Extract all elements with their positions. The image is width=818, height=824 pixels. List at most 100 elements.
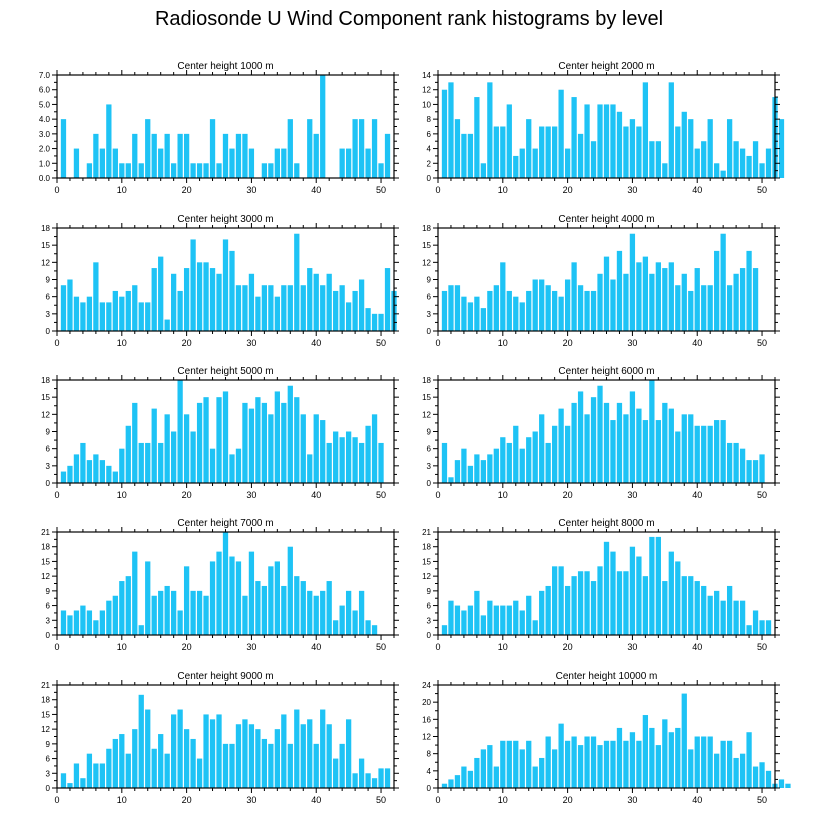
bar [209,119,216,178]
bar [526,119,532,178]
x-tick-label: 20 [182,490,192,500]
bar [248,148,255,178]
bar [461,610,467,635]
bar [196,262,203,331]
bar [132,133,138,178]
bar [229,556,235,635]
bar [281,714,287,788]
x-tick-label: 20 [563,795,573,805]
x-tick-label: 50 [757,338,767,348]
y-tick-label: 6 [427,130,432,139]
bar [707,285,713,331]
bar [384,133,391,178]
bar [636,408,642,483]
bar [629,233,636,331]
bar [119,581,125,635]
bar [320,75,326,178]
bar [216,163,222,178]
bar [352,437,358,483]
bar [222,532,229,635]
panel-title: Center height 1000 m [177,61,273,72]
bar [629,391,636,483]
bar [352,773,358,788]
bar [300,581,306,635]
bar [229,743,235,788]
bar [307,454,313,483]
panel-title: Center height 4000 m [558,214,654,225]
bar [138,694,144,788]
x-tick-label: 50 [757,185,767,195]
bar [261,585,268,635]
bar [106,600,112,635]
bar [307,719,313,788]
bar [138,163,144,178]
bar [281,148,287,178]
y-tick-label: 3 [427,616,432,625]
bar [539,126,545,178]
bar [733,442,739,483]
bar [577,745,584,788]
bar [268,743,274,788]
y-tick-label: 20 [422,698,431,707]
bar [158,256,164,331]
bar [480,163,487,178]
x-tick-label: 10 [117,185,127,195]
bar [480,749,487,789]
panel-6: Center height 6000 m 0 3 6 9 12 15 18 0 10 20 30 40 5… [422,366,780,500]
bar [151,408,157,483]
y-tick-label: 18 [422,543,431,552]
bar [642,715,649,788]
bar [461,766,467,788]
y-tick-label: 16 [422,715,431,724]
y-tick-label: 9 [427,428,432,437]
bar [765,770,772,788]
bar [274,296,280,331]
x-tick-label: 50 [376,642,386,652]
bar [461,133,467,178]
x-tick-label: 0 [54,338,59,348]
bar [255,729,261,788]
bar [623,740,629,788]
bar [739,448,746,483]
bar [603,541,610,635]
bar [60,471,67,483]
bar [714,420,720,483]
bar [248,408,255,483]
bar [662,268,668,331]
bar [480,615,487,635]
bar [441,442,448,483]
bar [655,141,661,178]
bar [60,285,67,331]
bar [365,148,371,178]
bar [183,268,190,331]
bar [248,724,255,788]
bar [307,119,313,178]
bar [454,285,461,331]
bar [474,757,480,788]
bar [307,590,313,635]
bar [190,239,196,331]
bar [623,414,629,483]
bar [480,460,487,483]
bar [203,714,209,788]
y-tick-label: 10 [422,100,431,109]
bar [352,290,358,331]
bar [552,126,558,178]
bar [339,743,345,788]
bar [675,126,681,178]
bar [629,546,636,635]
x-tick-label: 40 [692,642,702,652]
bar [629,732,636,788]
bar [313,133,319,178]
bar [636,740,642,788]
bar [701,141,707,178]
figure-title: Radiosonde U Wind Component rank histogr… [154,8,664,30]
bar [345,719,352,788]
y-tick-label: 21 [41,681,50,690]
panel-title: Center height 8000 m [558,518,654,529]
y-tick-label: 6 [46,602,51,611]
x-tick-label: 40 [311,490,321,500]
bar [552,566,558,635]
bar [552,749,558,789]
bar [714,163,720,178]
